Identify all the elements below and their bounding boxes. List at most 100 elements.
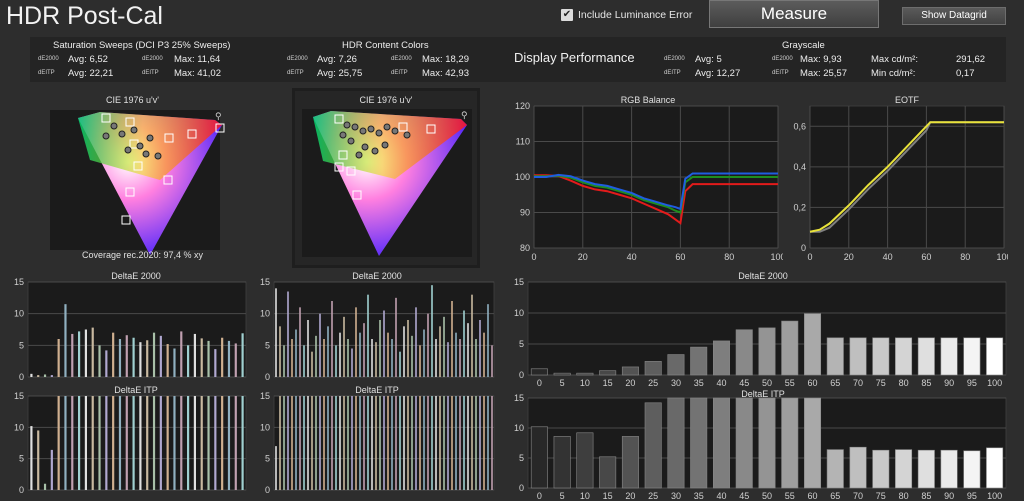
y-tick-label: 15 xyxy=(514,277,524,287)
bar xyxy=(311,351,313,377)
bar xyxy=(125,396,128,490)
bar xyxy=(644,361,662,376)
bar xyxy=(758,397,776,489)
bar xyxy=(491,345,493,377)
bar xyxy=(234,343,237,377)
x-tick-label: 35 xyxy=(694,378,704,386)
bar xyxy=(804,397,822,489)
bar xyxy=(487,304,489,377)
bar xyxy=(367,396,369,490)
measured-marker xyxy=(136,142,144,150)
grayscale-de2000-avg: Avg: 5 xyxy=(695,54,722,65)
x-tick-label: 75 xyxy=(876,378,886,386)
x-tick-label: 80 xyxy=(899,491,909,500)
hdr-deitp-max: Max: 42,93 xyxy=(422,68,469,79)
bar xyxy=(383,396,385,490)
target-marker xyxy=(133,161,143,171)
x-tick-label: 80 xyxy=(724,252,734,262)
y-tick-label: 15 xyxy=(514,393,524,403)
measured-marker xyxy=(110,122,118,130)
bar xyxy=(193,396,196,490)
bar xyxy=(415,396,417,490)
bar xyxy=(371,396,373,490)
plot-area xyxy=(27,395,247,491)
measured-marker xyxy=(361,143,369,151)
bar xyxy=(712,340,730,376)
bar xyxy=(399,396,401,490)
bar xyxy=(180,396,183,490)
zoom-icon[interactable]: ⚲ xyxy=(215,111,222,121)
bar xyxy=(287,396,289,490)
target-marker xyxy=(121,215,131,225)
bar xyxy=(363,323,365,377)
measured-marker xyxy=(339,131,347,139)
y-tick-label: 0,4 xyxy=(793,162,806,172)
bar xyxy=(241,333,244,377)
include-luminance-checkbox[interactable]: ✔ Include Luminance Error xyxy=(561,9,692,21)
x-tick-label: 50 xyxy=(762,491,772,500)
zoom-icon[interactable]: ⚲ xyxy=(461,110,468,120)
bar xyxy=(367,294,369,377)
hdr-deitp-avg: Avg: 25,75 xyxy=(317,68,363,79)
bar xyxy=(173,348,176,377)
bar xyxy=(335,396,337,490)
measured-marker xyxy=(391,127,399,135)
measured-marker xyxy=(142,150,150,158)
y-tick-label: 15 xyxy=(260,277,270,287)
grayscale-deitp-max: Max: 25,57 xyxy=(800,68,847,79)
target-marker xyxy=(346,166,356,176)
bar xyxy=(487,396,489,490)
rgb-balance-chart: RGB Balance 80 90 100 110 120 0 20 40 60 80 100 xyxy=(515,95,786,262)
saturation-title: Saturation Sweeps (DCI P3 25% Sweeps) xyxy=(53,40,231,51)
saturation-de2000-title: DeltaE 2000 xyxy=(111,271,161,281)
target-marker xyxy=(125,187,135,197)
x-tick-label: 20 xyxy=(625,378,635,386)
bar xyxy=(455,332,457,377)
x-tick-label: 5 xyxy=(560,491,565,500)
bar xyxy=(375,342,377,377)
bar xyxy=(207,340,210,377)
bar xyxy=(403,396,405,490)
bar xyxy=(447,396,449,490)
bar xyxy=(112,332,115,377)
bar xyxy=(351,396,353,490)
measured-marker xyxy=(375,129,383,137)
y-tick-label: 90 xyxy=(520,208,530,218)
checkmark-icon[interactable]: ✔ xyxy=(561,9,573,21)
bar xyxy=(621,436,639,489)
bar xyxy=(275,446,277,490)
hdr-de2000-panel: DeltaE 2000 0 5 10 15 xyxy=(252,268,497,386)
eotf-panel: EOTF 0 0,2 0,4 0,6 0 20 40 60 80 100 xyxy=(782,90,1011,265)
hdr-de2000-max: Max: 18,29 xyxy=(422,54,469,65)
bar xyxy=(690,346,708,376)
x-tick-label: 40 xyxy=(716,378,726,386)
bar xyxy=(91,396,94,490)
show-datagrid-button[interactable]: Show Datagrid xyxy=(902,7,1006,25)
measured-marker xyxy=(347,137,355,145)
bar xyxy=(343,316,345,377)
y-tick-label: 110 xyxy=(516,137,530,147)
bar xyxy=(343,396,345,490)
bar xyxy=(311,396,313,490)
bar xyxy=(37,375,40,377)
coverage-label: Coverage rec.2020: 97,4 % xy xyxy=(81,250,204,260)
x-tick-label: 0 xyxy=(537,378,542,386)
measure-button[interactable]: Measure xyxy=(709,0,879,28)
measured-marker xyxy=(154,152,162,160)
bar xyxy=(43,483,47,490)
target-marker xyxy=(398,122,408,132)
y-tick-label: 15 xyxy=(14,277,24,287)
bar xyxy=(599,456,617,489)
measured-marker xyxy=(124,146,132,154)
bar xyxy=(735,397,753,489)
bar xyxy=(339,332,341,377)
display-performance-label: Display Performance xyxy=(514,50,635,65)
bar xyxy=(275,288,277,377)
bar xyxy=(351,348,353,377)
cie-right-panel[interactable]: CIE 1976 u'v' ⚲ xyxy=(292,88,480,268)
grayscale-deitp-panel: DeltaE ITP 0 5 10 15 0 5 10 15 20 25 30 35 40 45 50 55 6… xyxy=(508,384,1008,501)
y-tick-label: 80 xyxy=(520,243,530,253)
bar xyxy=(227,340,231,377)
bar xyxy=(455,396,457,490)
grayscale-de2000-max: Max: 9,93 xyxy=(800,54,842,65)
